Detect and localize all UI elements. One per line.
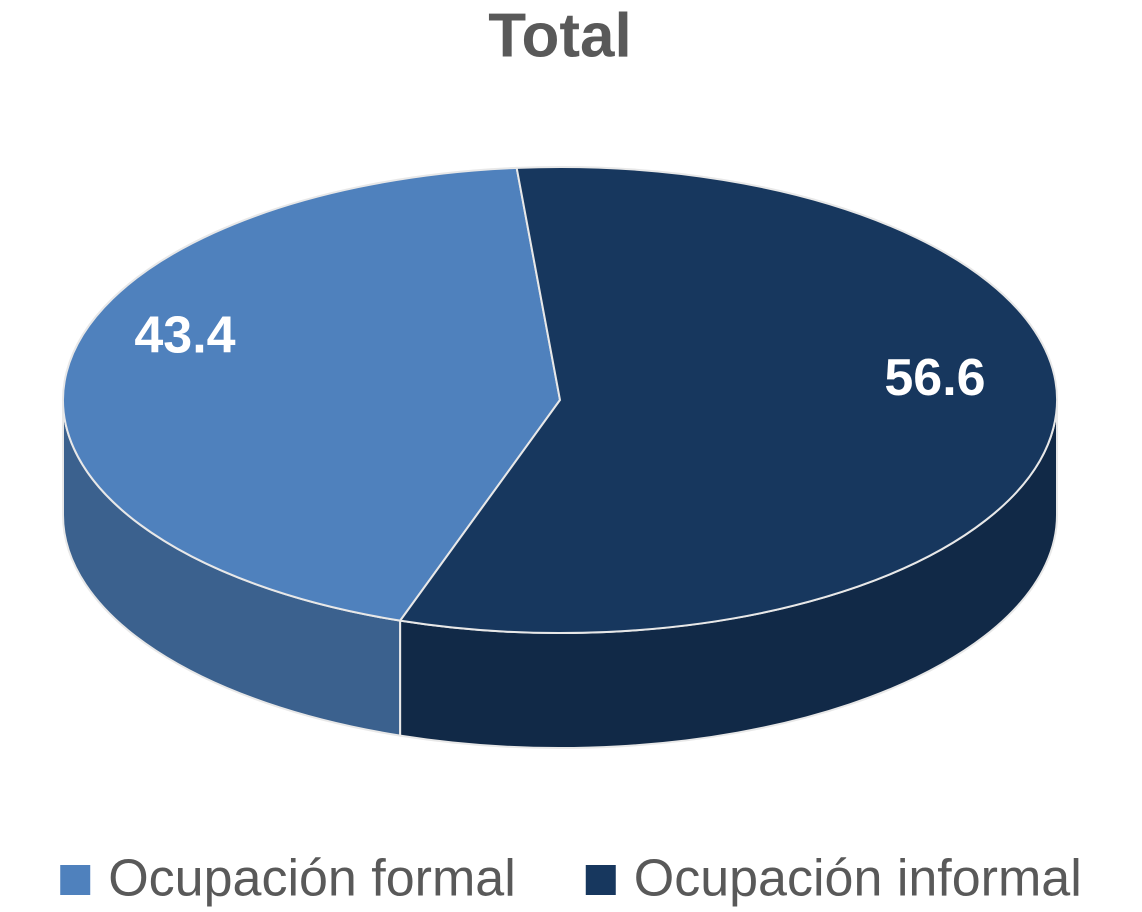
legend: Ocupación formal Ocupación informal <box>60 850 1082 908</box>
slice <box>62 166 562 622</box>
data-label: 43.4 <box>134 307 235 365</box>
legend-label: Ocupación informal <box>634 850 1082 908</box>
chart-title: Total <box>488 1 632 70</box>
legend-label: Ocupación formal <box>108 850 516 908</box>
legend-swatch <box>60 865 91 895</box>
data-label: 56.6 <box>884 349 985 407</box>
legend-swatch <box>585 865 616 895</box>
slice <box>398 166 1058 634</box>
